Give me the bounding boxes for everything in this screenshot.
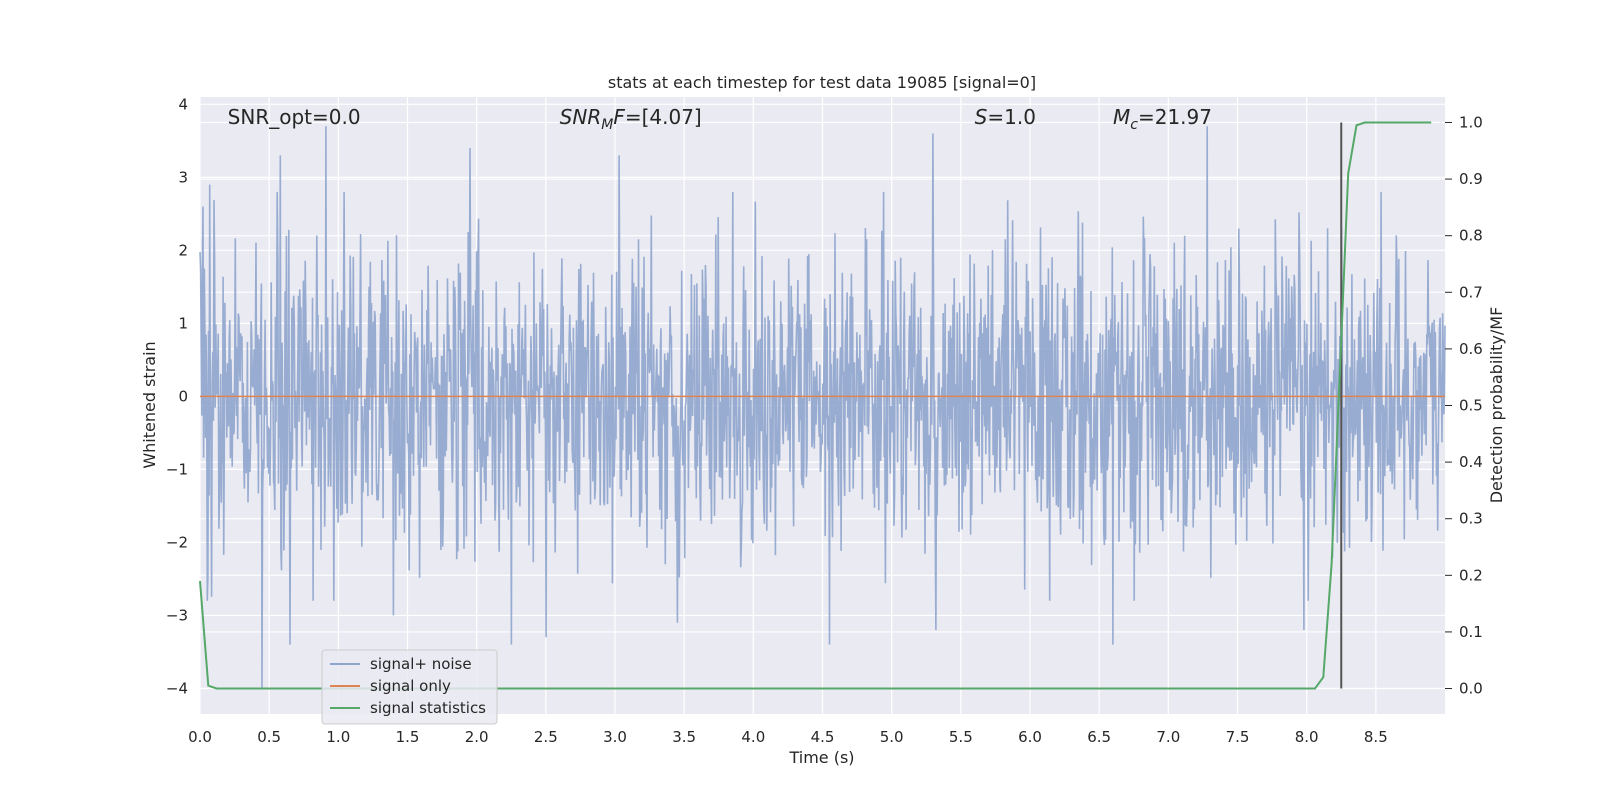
x-tick-label: 2.0 xyxy=(465,728,489,746)
x-tick-label: 2.5 xyxy=(534,728,558,746)
x-tick-label: 8.0 xyxy=(1295,728,1319,746)
y2-tick-label: 0.3 xyxy=(1459,510,1483,528)
x-axis-label: Time (s) xyxy=(788,748,854,767)
annotation-snr-mf: SNRMF=[4.07] xyxy=(560,105,702,133)
y-axis-label: Whitened strain xyxy=(140,341,159,468)
series-signal-noise xyxy=(199,126,1446,689)
y-tick-label: −2 xyxy=(166,533,188,551)
legend-label-signal-only: signal only xyxy=(370,677,451,695)
signal-noise-line xyxy=(199,126,1446,689)
y-tick-label: 0 xyxy=(178,387,188,405)
x-tick-label: 1.0 xyxy=(326,728,350,746)
y2-axis-ticks: 1.0 0.9 0.8 0.7 0.6 0.5 0.4 0.3 0.2 0.1 0.0 xyxy=(1445,113,1483,698)
y-tick-label: 1 xyxy=(178,314,188,332)
legend-label-signal-statistics: signal statistics xyxy=(370,699,486,717)
x-tick-label: 5.5 xyxy=(949,728,973,746)
x-tick-label: 5.0 xyxy=(880,728,904,746)
y2-tick-label: 0.1 xyxy=(1459,623,1483,641)
y-axis-ticks: 4 3 2 1 0 −1 −2 −3 −4 xyxy=(166,95,188,697)
x-tick-label: 4.5 xyxy=(811,728,835,746)
y-tick-label: −4 xyxy=(166,679,188,697)
annotation-mc-value: Mc=21.97 xyxy=(1113,105,1212,133)
y-tick-label: 3 xyxy=(178,168,188,186)
legend-label-signal-noise: signal+ noise xyxy=(370,655,472,673)
x-axis-ticks: 0.0 0.5 1.0 1.5 2.0 2.5 3.0 3.5 4.0 4.5 5.0 5.5 6.0 6… xyxy=(188,728,1388,746)
y2-tick-label: 0.7 xyxy=(1459,283,1483,301)
y-tick-label: 4 xyxy=(178,95,188,113)
y-tick-label: −3 xyxy=(166,606,188,624)
x-tick-label: 0.5 xyxy=(257,728,281,746)
x-tick-label: 1.5 xyxy=(396,728,420,746)
x-tick-label: 7.5 xyxy=(1226,728,1250,746)
x-tick-label: 4.0 xyxy=(741,728,765,746)
x-tick-label: 3.0 xyxy=(603,728,627,746)
y2-tick-label: 0.0 xyxy=(1459,680,1483,698)
x-tick-label: 8.5 xyxy=(1364,728,1388,746)
y2-tick-label: 0.6 xyxy=(1459,340,1483,358)
annotation-snr-opt: SNR_opt=0.0 xyxy=(228,105,361,129)
legend: signal+ noise signal only signal statist… xyxy=(321,649,498,725)
y2-tick-label: 0.8 xyxy=(1459,227,1483,245)
y2-tick-label: 0.2 xyxy=(1459,566,1483,584)
x-tick-label: 6.5 xyxy=(1087,728,1111,746)
annotation-s-value: S=1.0 xyxy=(975,105,1036,129)
y2-tick-label: 0.4 xyxy=(1459,453,1483,471)
x-tick-label: 3.5 xyxy=(672,728,696,746)
y2-axis-label: Detection probability/MF xyxy=(1487,307,1506,504)
y2-tick-label: 0.5 xyxy=(1459,397,1483,415)
legend-box xyxy=(321,649,498,725)
y2-tick-label: 0.9 xyxy=(1459,170,1483,188)
x-tick-label: 0.0 xyxy=(188,728,212,746)
signal-statistics-line xyxy=(199,121,1432,690)
x-tick-label: 7.0 xyxy=(1156,728,1180,746)
annotations: SNR_opt=0.0 SNRMF=[4.07] S=1.0 Mc=21.97 xyxy=(228,105,1212,133)
y-tick-label: 2 xyxy=(178,241,188,259)
series-signal-statistics xyxy=(199,121,1432,690)
chart-title: stats at each timestep for test data 190… xyxy=(608,73,1036,92)
y-tick-label: −1 xyxy=(166,460,188,478)
x-tick-label: 6.0 xyxy=(1018,728,1042,746)
y2-tick-label: 1.0 xyxy=(1459,113,1483,131)
